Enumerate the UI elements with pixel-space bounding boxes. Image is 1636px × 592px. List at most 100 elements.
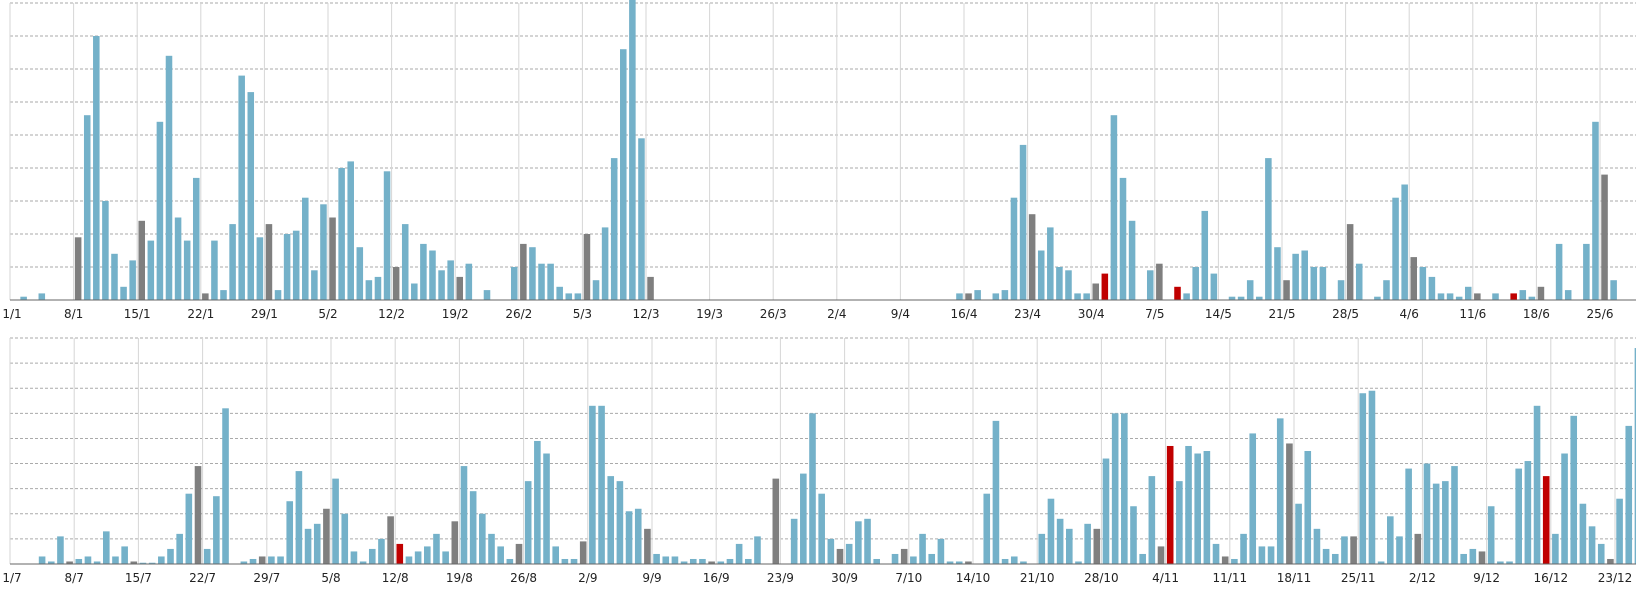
bar-weekday	[1276, 418, 1284, 564]
bar-weekday	[341, 513, 349, 564]
bar-weekday	[147, 240, 155, 300]
bar-weekday	[497, 546, 504, 564]
bar-weekday	[1355, 263, 1363, 300]
bar-weekday	[845, 543, 853, 564]
bar-weekday	[620, 49, 627, 301]
bar-weekday	[1037, 250, 1045, 300]
bar-weekend	[74, 237, 82, 300]
bar-weekday	[956, 293, 963, 300]
x-tick-label: 23/12	[1598, 571, 1633, 585]
bar-weekday	[93, 561, 101, 564]
bar-weekday	[1432, 483, 1440, 564]
x-tick-label: 21/5	[1269, 307, 1296, 321]
bar-weekday	[338, 168, 345, 300]
bar-weekday	[383, 171, 391, 300]
bar-weekday	[1001, 558, 1009, 564]
bar-weekday	[311, 270, 318, 300]
bar-weekday	[629, 0, 636, 301]
x-tick-label: 15/7	[125, 571, 152, 585]
bar-weekday	[1555, 243, 1563, 300]
bar-weekday	[937, 538, 945, 564]
bar-weekday	[465, 263, 473, 300]
x-tick-label: 29/7	[253, 571, 280, 585]
bar-weekday	[1322, 548, 1330, 564]
x-tick-label: 8/7	[65, 571, 84, 585]
bar-weekday	[1374, 296, 1381, 300]
bar-weekday	[589, 405, 596, 564]
bar-weekday	[616, 481, 624, 564]
bar-weekday	[1084, 523, 1091, 564]
bar-weekday	[401, 224, 409, 300]
bar-weekday	[699, 558, 706, 564]
bar-weekday	[1313, 528, 1321, 564]
bar-weekday	[158, 556, 165, 564]
x-tick-label: 26/3	[760, 307, 787, 321]
bar-weekday	[1065, 270, 1072, 300]
x-tick-label: 23/4	[1014, 307, 1041, 321]
bar-weekday	[1128, 220, 1136, 300]
bar-weekday	[1304, 451, 1312, 564]
bar-weekday	[726, 558, 734, 564]
bar-weekday	[1019, 144, 1027, 300]
bar-weekday	[165, 55, 173, 300]
bar-weekday	[350, 551, 358, 564]
bar-weekday	[378, 538, 385, 564]
bar-weekday	[203, 548, 211, 564]
bar-weekday	[1579, 503, 1587, 564]
bar-weekend	[1028, 214, 1036, 300]
bar-weekday	[653, 553, 660, 564]
bar-weekday	[1588, 526, 1596, 564]
bar-weekday	[529, 247, 536, 300]
x-tick-label: 4/11	[1152, 571, 1179, 585]
bar-weekday	[534, 440, 541, 564]
bar-weekday	[717, 561, 725, 564]
bar-holiday	[396, 543, 404, 564]
chart-panel-jan-jun: 1/1 8/1 15/1 22/1 29/1 5/2 12/2 19/2 26/2 5/3 12/3…	[2, 0, 1636, 321]
bar-weekday	[38, 556, 46, 564]
bar-weekend	[1221, 556, 1229, 564]
bar-weekday	[827, 538, 835, 564]
bar-holiday	[1510, 293, 1517, 300]
bar-weekday	[610, 158, 618, 300]
x-tick-label: 28/5	[1332, 307, 1359, 321]
bar-weekend	[138, 220, 146, 300]
bar-weekday	[1310, 267, 1318, 300]
bar-weekday	[1492, 293, 1499, 300]
bar-weekend	[258, 556, 266, 564]
bar-weekend	[647, 276, 654, 300]
bar-weekday	[1451, 466, 1458, 564]
bar-weekday	[1319, 267, 1327, 300]
bar-weekday	[556, 286, 563, 300]
bar-weekday	[185, 493, 193, 564]
x-tick-label: 11/11	[1213, 571, 1248, 585]
bar-weekday	[565, 293, 573, 300]
bar-weekend	[202, 293, 209, 300]
bar-weekday	[1102, 458, 1110, 564]
x-tick-label: 25/6	[1587, 307, 1614, 321]
bar-weekday	[1392, 197, 1399, 300]
bar-weekday	[1176, 481, 1183, 564]
bar-weekday	[47, 561, 55, 564]
bar-weekday	[1056, 518, 1064, 564]
bar-weekday	[1506, 561, 1513, 564]
x-tick-label: 1/7	[2, 571, 21, 585]
bar-weekday	[1487, 506, 1495, 564]
bar-weekday	[983, 493, 991, 564]
bar-weekend	[392, 267, 400, 300]
bar-weekday	[1519, 290, 1527, 300]
bar-weekday	[302, 197, 309, 300]
x-tick-label: 9/12	[1473, 571, 1500, 585]
bar-weekend	[836, 548, 844, 564]
bar-weekday	[745, 558, 752, 564]
bar-weekday	[174, 217, 182, 300]
bar-weekend	[1537, 286, 1545, 300]
bar-weekday	[192, 177, 200, 300]
bar-weekend	[520, 243, 527, 300]
x-tick-label: 18/6	[1523, 307, 1550, 321]
bar-weekday	[1256, 296, 1263, 300]
bar-weekday	[1634, 348, 1636, 564]
x-tick-label: 16/4	[951, 307, 978, 321]
bar-weekday	[1121, 413, 1128, 564]
bar-weekday	[607, 476, 615, 564]
